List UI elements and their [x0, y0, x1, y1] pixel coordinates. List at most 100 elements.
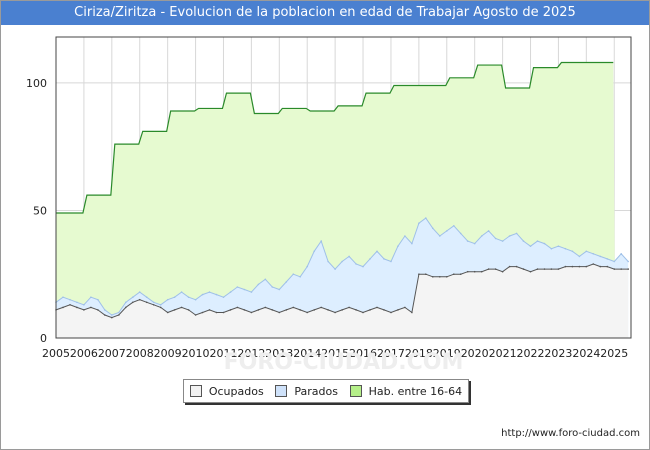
ocupados-line-point [501, 270, 504, 273]
parados-line-point [125, 301, 127, 304]
x-tick-label: 2008 [126, 347, 154, 360]
parados-line-point [501, 240, 504, 242]
ocupados-line-point [362, 311, 364, 314]
parados-line-point [215, 293, 218, 296]
parados-line-point [236, 286, 239, 288]
legend-swatch [349, 385, 362, 397]
parados-line-point [264, 278, 267, 281]
parados-line-point [83, 304, 85, 306]
ocupados-line-point [271, 309, 274, 311]
parados-line-point [152, 301, 155, 304]
ocupados-line-point [327, 309, 329, 311]
legend-item: Parados [275, 385, 338, 398]
legend-label: Hab. entre 16-64 [368, 384, 463, 398]
ocupados-line-point [278, 311, 281, 314]
source-link[interactable]: http://www.foro-ciudad.com [501, 428, 640, 439]
ocupados-line-point [494, 268, 497, 270]
parados-line-point [376, 250, 378, 253]
ocupados-line-point [306, 311, 309, 314]
ocupados-line-point [606, 265, 609, 268]
parados-line-point [159, 304, 162, 306]
ocupados-line-point [97, 309, 99, 311]
ocupados-line-point [543, 268, 546, 270]
ocupados-line-point [592, 263, 595, 265]
parados-line-point [166, 298, 169, 301]
parados-line-point [306, 265, 309, 268]
parados-line-point [404, 235, 406, 237]
parados-line-point [432, 227, 434, 230]
x-tick-label: 2019 [433, 347, 461, 360]
parados-line-point [411, 242, 413, 245]
ocupados-line-point [299, 309, 302, 311]
parados-line-point [592, 253, 595, 255]
ocupados-line-point [453, 273, 455, 276]
ocupados-line-point [585, 265, 588, 268]
ocupados-line-point [355, 309, 357, 311]
parados-line-point [515, 232, 518, 235]
ocupados-line-point [459, 273, 462, 276]
parados-line-point [208, 291, 211, 293]
ocupados-line-point [418, 273, 420, 276]
ocupados-line-point [222, 311, 225, 314]
ocupados-line-point [550, 268, 553, 270]
ocupados-line-point [487, 268, 490, 270]
parados-line-point [348, 255, 350, 258]
ocupados-line-point [446, 276, 448, 278]
x-tick-label: 2025 [600, 347, 628, 360]
parados-line-point [571, 250, 574, 253]
ocupados-line-point [383, 309, 385, 311]
parados-line-point [173, 296, 176, 299]
x-tick-label: 2006 [70, 347, 98, 360]
parados-line-point [473, 242, 476, 245]
x-tick-label: 2015 [321, 347, 349, 360]
ocupados-line-point [111, 316, 113, 319]
parados-line-point [522, 240, 525, 242]
parados-line-point [564, 247, 567, 250]
x-tick-label: 2007 [98, 347, 126, 360]
parados-line-point [132, 296, 134, 299]
parados-line-point [397, 245, 399, 247]
ocupados-line-point [201, 311, 204, 314]
ocupados-line-point [285, 309, 288, 311]
parados-line-point [446, 230, 448, 232]
ocupados-line-point [264, 306, 267, 309]
parados-line-point [69, 298, 71, 301]
x-tick-label: 2016 [349, 347, 377, 360]
y-tick-label: 0 [40, 332, 47, 345]
parados-line-point [550, 247, 553, 250]
parados-line-point [355, 263, 357, 265]
ocupados-line-point [599, 265, 602, 268]
ocupados-line-point [522, 268, 525, 270]
ocupados-line-point [83, 309, 85, 311]
parados-line-point [508, 235, 511, 237]
ocupados-line-point [215, 311, 218, 314]
parados-line-point [362, 265, 364, 268]
ocupados-line-point [292, 306, 295, 309]
ocupados-line-point [557, 268, 560, 270]
parados-line-point [543, 242, 546, 245]
parados-line-point [222, 296, 225, 299]
ocupados-line-point [152, 304, 155, 306]
parados-line-point [459, 232, 462, 235]
parados-line-point [243, 288, 246, 291]
parados-line-point [145, 296, 148, 299]
ocupados-line-point [571, 265, 574, 268]
parados-line-point [257, 283, 260, 286]
parados-line-point [529, 245, 532, 247]
ocupados-line-point [564, 265, 567, 268]
parados-line-point [453, 225, 455, 227]
parados-line-point [292, 273, 295, 276]
x-tick-label: 2020 [461, 347, 489, 360]
ocupados-line-point [439, 276, 441, 278]
ocupados-line-point [515, 265, 518, 268]
ocupados-line-point [334, 311, 336, 314]
ocupados-line-point [243, 309, 246, 311]
parados-line-point [383, 258, 385, 260]
ocupados-line-point [432, 276, 434, 278]
parados-line-point [97, 298, 99, 301]
ocupados-line-point [425, 273, 427, 276]
hab-line [56, 61, 614, 214]
parados-line-point [334, 268, 336, 270]
parados-line-point [76, 301, 78, 304]
